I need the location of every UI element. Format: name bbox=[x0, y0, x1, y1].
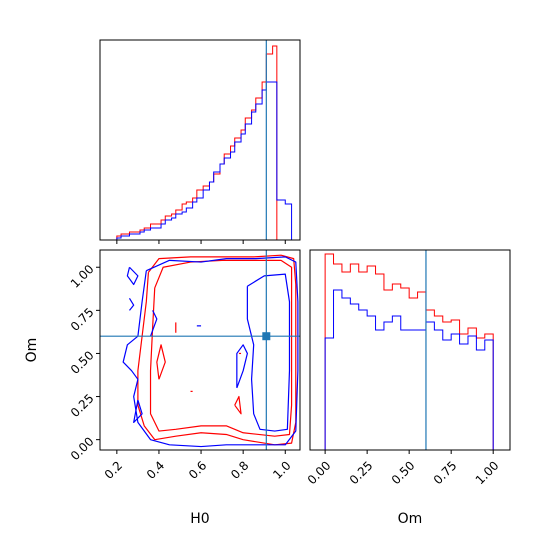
x-axis-label-h0: H0 bbox=[190, 511, 209, 527]
y-axis-label-om: Om bbox=[24, 338, 40, 363]
x-axis-label-om: Om bbox=[398, 511, 423, 527]
contour-series-1-4 bbox=[133, 399, 143, 424]
joint-xtick-label-2: 0.6 bbox=[186, 458, 209, 481]
joint-xtick-label-3: 0.8 bbox=[228, 458, 251, 481]
h0-hist-frame bbox=[99, 39, 301, 241]
joint-ytick-label-1: 0.25 bbox=[68, 391, 97, 420]
joint-ytick-label-3: 0.75 bbox=[68, 305, 97, 334]
contour-series-0-6 bbox=[234, 395, 242, 415]
contour-series-1-0 bbox=[122, 256, 299, 448]
om-hist-xtick-label-2: 0.50 bbox=[389, 458, 418, 487]
om-hist-xtick-label-1: 0.25 bbox=[347, 458, 376, 487]
joint-ytick-label-2: 0.50 bbox=[68, 348, 97, 377]
contour-series-0-1 bbox=[149, 259, 293, 437]
contour-series-1-3 bbox=[128, 297, 135, 311]
om-hist-xtick-label-4: 1.00 bbox=[473, 458, 502, 487]
joint-xtick-label-4: 1.0 bbox=[270, 458, 293, 481]
h0-hist-series-1 bbox=[108, 81, 293, 241]
contour-series-0-5 bbox=[156, 344, 166, 380]
joint-truth-marker bbox=[262, 332, 271, 341]
h0-marginal-histogram bbox=[99, 39, 301, 244]
joint-ytick-label-0: 0.00 bbox=[68, 434, 97, 463]
contour-series-1-2 bbox=[126, 266, 139, 286]
om-hist-series-0 bbox=[324, 253, 494, 450]
om-hist-xtick-label-0: 0.00 bbox=[305, 458, 334, 487]
joint-xtick-label-1: 0.4 bbox=[144, 458, 167, 481]
joint-xtick-label-0: 0.2 bbox=[102, 458, 125, 481]
om-hist-series-1 bbox=[310, 289, 510, 451]
joint-frame bbox=[99, 249, 301, 451]
contour-series-0-0 bbox=[137, 254, 297, 446]
h0-hist-series-0 bbox=[108, 45, 288, 241]
contour-series-1-5 bbox=[149, 310, 158, 337]
joint-ytick-label-4: 1.00 bbox=[68, 262, 97, 291]
om-marginal-histogram: 0.00 0.25 0.50 0.75 1.00 bbox=[305, 249, 511, 487]
contour-series-1-7 bbox=[236, 344, 248, 389]
om-hist-xtick-label-3: 0.75 bbox=[431, 458, 460, 487]
om-hist-frame bbox=[309, 249, 511, 451]
contour-series-1-1 bbox=[246, 273, 291, 432]
h0-om-joint-contour: 0.2 0.4 0.6 0.8 1.0 0.00 0.25 0.50 0.75 1.00 bbox=[68, 249, 301, 482]
